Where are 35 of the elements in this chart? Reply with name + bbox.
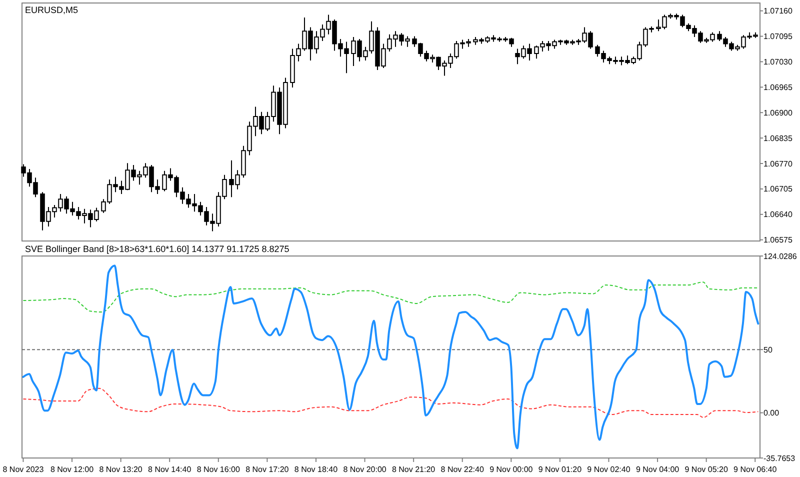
y-tick-label: 1.06965 <box>764 82 793 92</box>
y-tick-label: 124.0286 <box>764 252 798 261</box>
line-series <box>22 388 759 418</box>
y-tick-label: 1.06770 <box>764 159 793 168</box>
y-tick-label: 1.07095 <box>764 32 793 42</box>
chart-title: EURUSD,M5 <box>25 5 78 15</box>
x-tick-label: 9 Nov 06:40 <box>734 465 778 474</box>
x-tick-label: 8 Nov 13:20 <box>99 465 143 474</box>
x-tick-label: 8 Nov 2023 <box>2 465 44 474</box>
line-series <box>22 264 760 450</box>
x-tick-label: 8 Nov 17:20 <box>246 465 290 474</box>
y-tick-label: 1.06900 <box>764 108 793 118</box>
y-tick-label: 0.00 <box>764 408 780 418</box>
line-series <box>22 282 759 313</box>
x-tick-label: 9 Nov 01:20 <box>538 465 582 474</box>
x-tick-label: 8 Nov 12:00 <box>50 465 94 474</box>
y-tick-label: 1.06835 <box>764 134 793 143</box>
x-tick-label: 9 Nov 00:00 <box>490 465 534 474</box>
y-tick-label: 1.07160 <box>764 6 793 16</box>
y-tick-label: 50 <box>764 345 773 354</box>
y-tick-label: 1.07030 <box>764 58 793 67</box>
x-tick-label: 8 Nov 18:40 <box>294 465 338 474</box>
x-tick-label: 9 Nov 04:00 <box>636 465 680 474</box>
x-tick-label: 9 Nov 05:20 <box>684 465 728 474</box>
y-tick-label: 1.06640 <box>764 210 793 220</box>
chart-title: SVE Bollinger Band [8>18>63*1.60*1.60] 14.1377 91.1725 8.8275 <box>25 244 290 254</box>
x-tick-label: 8 Nov 20:00 <box>343 465 387 474</box>
x-tick-label: 8 Nov 21:20 <box>392 465 436 474</box>
x-tick-label: 8 Nov 22:40 <box>440 465 484 474</box>
y-tick-label: 1.06705 <box>764 184 793 194</box>
x-tick-label: 8 Nov 16:00 <box>196 465 241 474</box>
x-tick-label: 8 Nov 14:40 <box>148 465 192 474</box>
x-tick-label: 9 Nov 02:40 <box>587 465 631 474</box>
y-tick-label: 1.06575 <box>764 236 793 245</box>
y-tick-label: -35.7653 <box>764 454 796 463</box>
